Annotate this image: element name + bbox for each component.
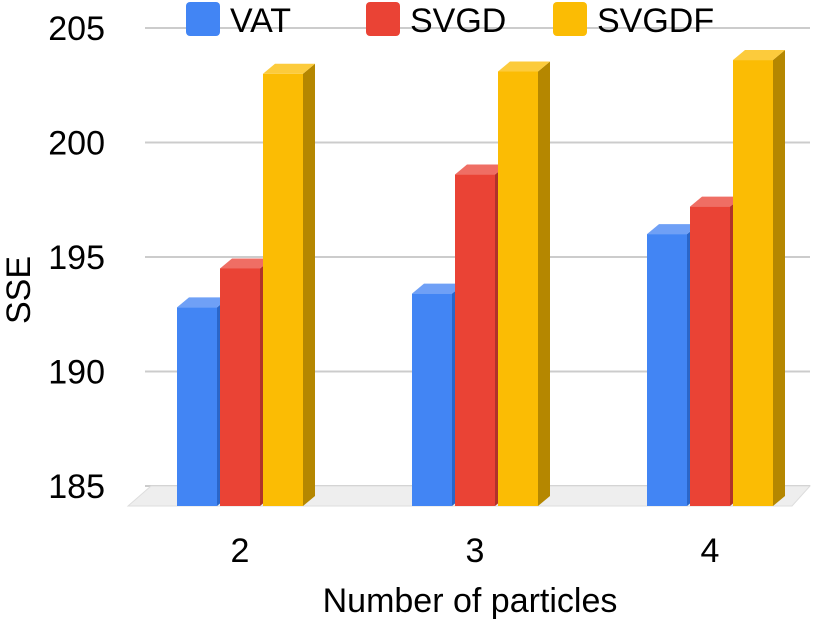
bar-svgdf-3 bbox=[498, 61, 550, 506]
x-tick-label: 3 bbox=[466, 532, 485, 570]
legend-swatch bbox=[186, 2, 220, 36]
bar-front bbox=[455, 174, 495, 506]
bar-side bbox=[773, 50, 785, 507]
x-axis-title: Number of particles bbox=[323, 582, 618, 620]
legend-label: VAT bbox=[230, 2, 291, 40]
legend-item-svgd: SVGD bbox=[366, 2, 506, 40]
y-axis-title: SSE bbox=[0, 256, 38, 324]
bar-side bbox=[303, 63, 315, 507]
y-tick-label: 190 bbox=[48, 354, 105, 392]
bar-front bbox=[412, 293, 452, 506]
bar-front bbox=[498, 71, 538, 506]
bar-front bbox=[220, 268, 260, 506]
legend: VAT SVGD SVGDF bbox=[186, 2, 714, 40]
bar-top bbox=[498, 61, 550, 72]
bar-svgdf-2 bbox=[263, 63, 315, 507]
bar-front bbox=[177, 307, 217, 506]
bar-top bbox=[177, 297, 229, 308]
bar-top bbox=[647, 224, 699, 235]
legend-label: SVGDF bbox=[597, 2, 714, 40]
bars bbox=[177, 50, 785, 507]
x-tick-label: 4 bbox=[701, 532, 720, 570]
x-axis-ticks: 2 3 4 bbox=[231, 532, 720, 570]
y-tick-label: 185 bbox=[48, 468, 105, 506]
y-axis-ticks: 185 190 195 200 205 bbox=[48, 10, 105, 506]
legend-swatch bbox=[553, 2, 587, 36]
x-tick-label: 2 bbox=[231, 532, 250, 570]
bar-front bbox=[263, 73, 303, 507]
y-tick-label: 200 bbox=[48, 125, 105, 163]
bar-top bbox=[263, 63, 315, 74]
bar-top bbox=[690, 196, 742, 207]
bar-front bbox=[690, 206, 730, 506]
y-tick-label: 195 bbox=[48, 239, 105, 277]
bar-svgdf-4 bbox=[733, 50, 785, 507]
bar-top bbox=[455, 164, 507, 175]
bar-front bbox=[733, 60, 773, 507]
bar-top bbox=[412, 283, 464, 294]
legend-label: SVGD bbox=[410, 2, 506, 40]
bar-side bbox=[538, 61, 550, 506]
bar-front bbox=[647, 234, 687, 506]
bar-top bbox=[220, 258, 272, 269]
bar-top bbox=[733, 50, 785, 61]
y-tick-label: 205 bbox=[48, 10, 105, 48]
legend-item-vat: VAT bbox=[186, 2, 291, 40]
legend-item-svgdf: SVGDF bbox=[553, 2, 714, 40]
legend-swatch bbox=[366, 2, 400, 36]
